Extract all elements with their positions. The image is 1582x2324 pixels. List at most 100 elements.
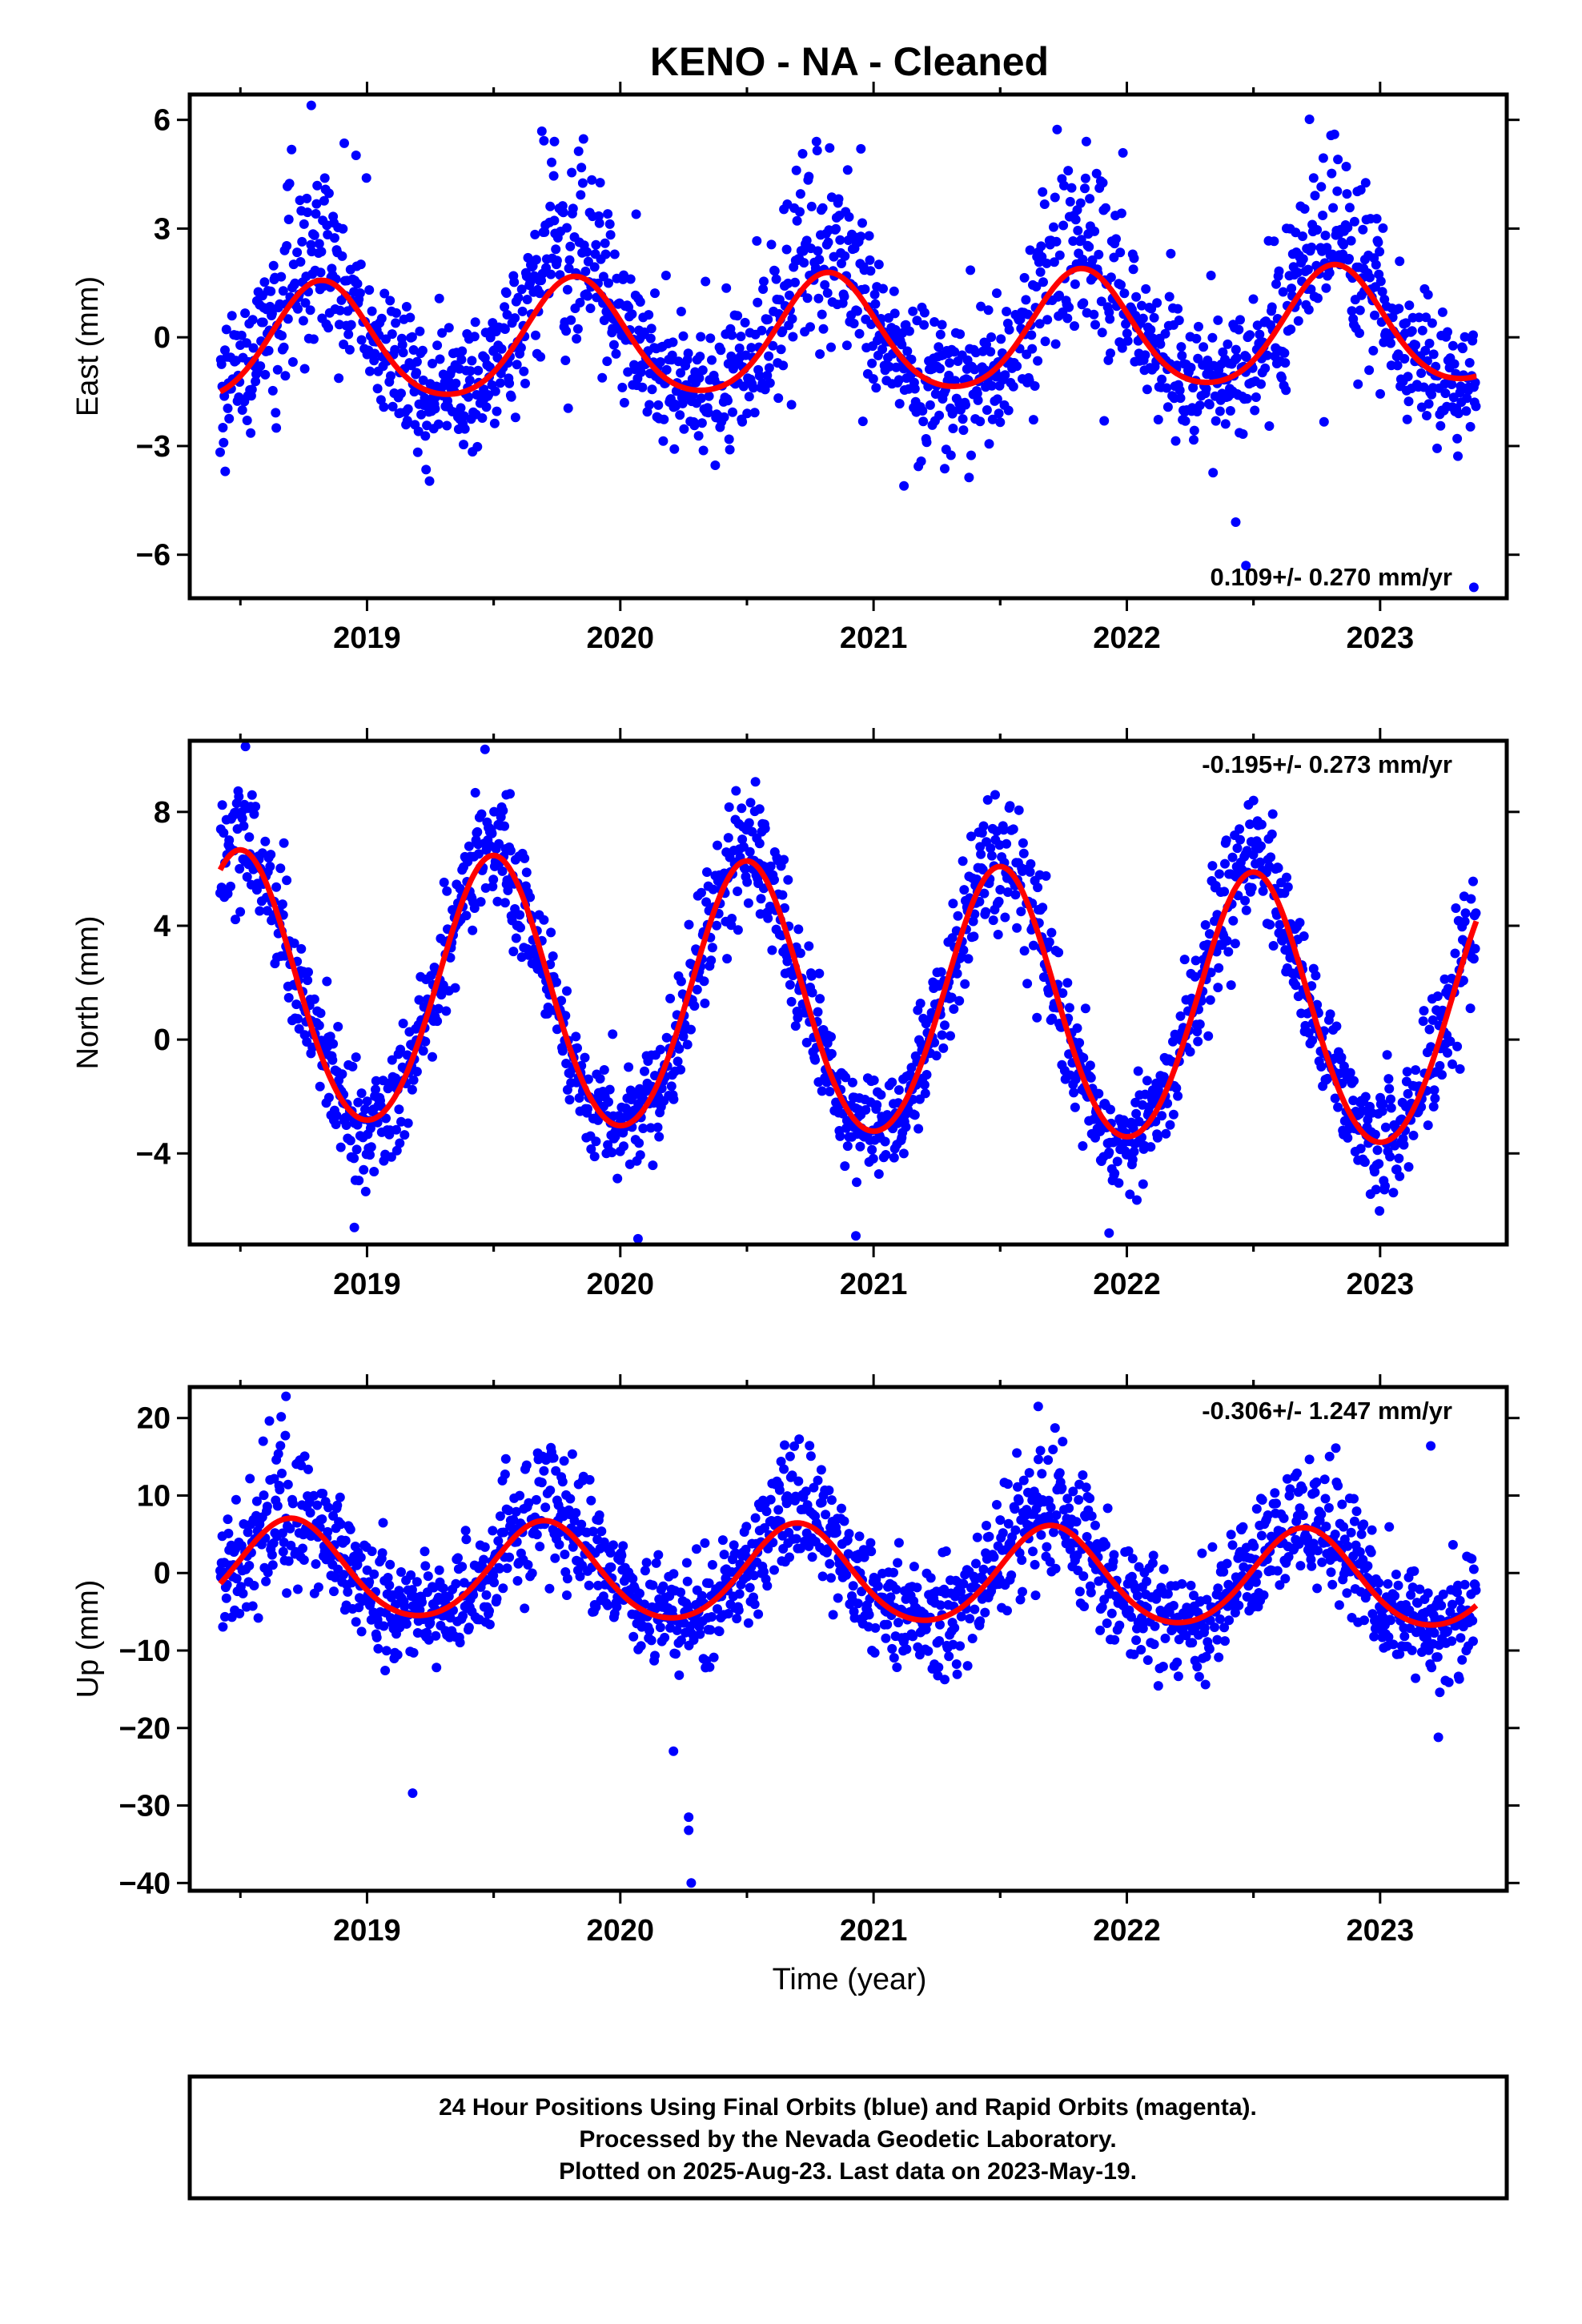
data-point — [293, 304, 303, 314]
data-point — [269, 1474, 279, 1484]
data-point — [516, 343, 526, 353]
data-point — [512, 1576, 523, 1586]
data-point — [284, 179, 295, 189]
data-point — [1331, 1021, 1342, 1031]
data-point — [1344, 203, 1355, 213]
data-point — [1192, 1027, 1203, 1037]
data-point — [1181, 1630, 1191, 1641]
data-point — [994, 408, 1004, 419]
data-point — [467, 356, 477, 366]
data-point — [955, 1641, 966, 1651]
data-point — [1101, 203, 1110, 213]
data-point — [1189, 1590, 1199, 1601]
data-point — [1162, 402, 1173, 412]
data-point — [686, 1024, 696, 1035]
data-point — [495, 1563, 504, 1574]
data-point — [413, 426, 424, 436]
data-point — [841, 340, 852, 351]
data-point — [1278, 287, 1288, 297]
data-point — [489, 806, 500, 817]
data-point — [814, 968, 825, 979]
data-point — [742, 877, 753, 887]
data-point — [1091, 168, 1102, 179]
data-point — [1086, 1072, 1096, 1083]
y-tick-label: 8 — [154, 796, 171, 830]
data-point — [346, 320, 356, 330]
data-point — [1452, 433, 1463, 444]
data-point — [313, 1582, 323, 1592]
data-point — [1070, 279, 1080, 289]
data-point — [298, 1543, 307, 1554]
data-point — [678, 331, 689, 341]
data-point — [464, 841, 474, 851]
data-point — [1025, 866, 1035, 877]
data-point — [1068, 1486, 1078, 1497]
data-point — [1111, 234, 1121, 244]
data-point — [1194, 1671, 1204, 1682]
data-point — [559, 1456, 569, 1466]
data-point — [1078, 298, 1089, 308]
data-point — [402, 416, 412, 426]
data-point — [1327, 168, 1337, 179]
data-point — [1148, 1550, 1158, 1561]
data-point — [1378, 1099, 1388, 1109]
data-point — [1273, 862, 1283, 873]
data-point — [744, 818, 754, 828]
data-point — [267, 385, 278, 396]
data-point — [535, 1542, 545, 1552]
data-point — [1066, 183, 1077, 193]
data-point — [277, 899, 287, 910]
data-point — [893, 1085, 904, 1096]
data-point — [860, 284, 870, 295]
data-point — [1132, 1195, 1142, 1205]
data-point — [606, 1562, 616, 1572]
data-point — [1126, 1571, 1137, 1582]
data-point — [484, 1606, 494, 1616]
data-point — [707, 355, 717, 365]
data-point — [1072, 1023, 1082, 1033]
data-point — [1136, 1645, 1146, 1655]
data-point — [546, 269, 556, 279]
data-point — [947, 933, 958, 943]
data-point — [1383, 1074, 1394, 1084]
data-point — [842, 1141, 853, 1152]
data-point — [564, 263, 574, 274]
x-tick-label: 2022 — [1093, 1268, 1161, 1301]
data-point — [786, 996, 797, 1007]
x-tick-label: 2021 — [840, 1914, 908, 1948]
data-point — [1005, 801, 1015, 811]
data-point — [509, 277, 520, 287]
data-point — [919, 308, 930, 318]
data-point — [697, 365, 708, 376]
data-point — [908, 1095, 918, 1104]
data-point — [1333, 1102, 1343, 1112]
data-point — [1102, 1503, 1113, 1514]
data-point — [1166, 248, 1176, 259]
data-point — [619, 270, 628, 280]
data-point — [231, 1574, 242, 1584]
data-point — [938, 1043, 949, 1053]
data-point — [1149, 1639, 1159, 1650]
data-point — [255, 361, 266, 372]
plot-frame — [187, 738, 1509, 1247]
data-point — [1081, 1482, 1091, 1493]
data-point — [1360, 1092, 1371, 1102]
data-point — [805, 322, 815, 332]
data-point — [780, 903, 789, 913]
data-point — [1104, 1148, 1114, 1157]
data-point — [704, 391, 714, 401]
data-point — [420, 1036, 431, 1047]
data-point — [1343, 1132, 1353, 1143]
data-point — [479, 1554, 489, 1565]
data-point — [351, 151, 361, 160]
data-point — [1461, 406, 1472, 416]
data-point — [618, 1541, 628, 1551]
data-point — [1220, 419, 1231, 429]
data-point — [733, 887, 743, 896]
data-point — [1085, 1060, 1095, 1071]
data-point — [593, 211, 604, 221]
data-point — [1146, 324, 1156, 335]
data-point — [1054, 947, 1064, 958]
data-point — [1395, 256, 1405, 267]
data-point — [1205, 1615, 1215, 1626]
